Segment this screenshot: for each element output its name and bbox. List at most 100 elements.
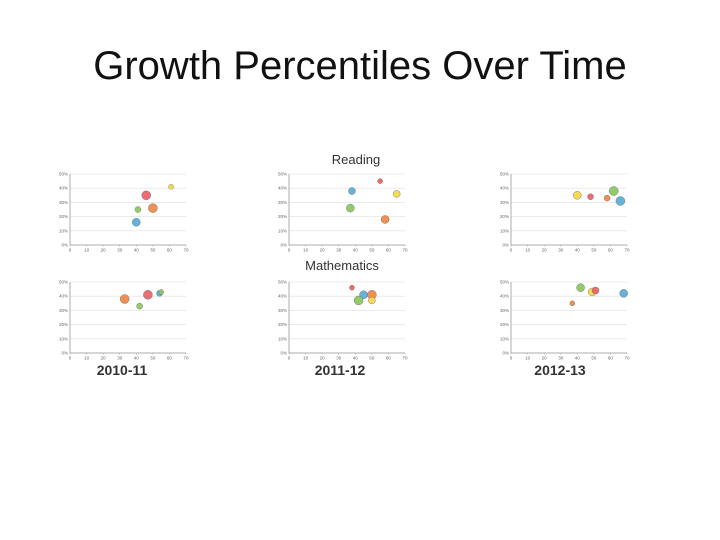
- data-point-blue: [348, 187, 356, 195]
- y-tick-label: 30%: [278, 308, 287, 313]
- y-tick-label: 20%: [500, 214, 509, 219]
- y-tick-label: 20%: [278, 214, 287, 219]
- data-point-red: [141, 190, 151, 200]
- y-tick-label: 0%: [502, 243, 509, 248]
- x-tick-label: 60: [386, 356, 392, 361]
- col-label-2011-12: 2011-12: [314, 362, 366, 378]
- x-tick-label: 0: [288, 356, 291, 361]
- data-point-green: [136, 302, 143, 310]
- y-tick-label: 50%: [59, 172, 68, 177]
- data-point-blue: [132, 218, 141, 227]
- y-tick-label: 40%: [500, 294, 509, 299]
- x-tick-label: 50: [369, 356, 375, 361]
- data-point-yellow: [573, 191, 582, 200]
- y-tick-label: 40%: [59, 294, 68, 299]
- chart-reading-2012-13: 0% 10% 20% 30% 40% 50% 0 10 20 30 40 50 60 70: [500, 172, 630, 253]
- x-tick-label: 30: [336, 248, 342, 253]
- x-tick-label: 70: [624, 356, 630, 361]
- x-tick-label: 60: [608, 356, 614, 361]
- x-tick-label: 60: [608, 248, 614, 253]
- x-tick-label: 0: [510, 248, 513, 253]
- y-tick-label: 30%: [500, 200, 509, 205]
- x-tick-label: 40: [575, 356, 581, 361]
- y-tick-label: 10%: [500, 336, 509, 341]
- data-point-yellow: [168, 184, 174, 190]
- y-tick-label: 0%: [280, 351, 287, 356]
- x-tick-label: 70: [402, 356, 408, 361]
- y-tick-label: 30%: [59, 200, 68, 205]
- y-tick-label: 0%: [61, 351, 68, 356]
- x-tick-label: 20: [320, 356, 326, 361]
- data-point-orange: [569, 300, 576, 306]
- chart-reading-2010-11: 0% 10% 20% 30% 40% 50% 0 10 20 30 40 50 60 70: [59, 172, 189, 253]
- x-tick-label: 20: [101, 248, 107, 253]
- x-tick-label: 60: [386, 248, 392, 253]
- col-label-2012-13: 2012-13: [534, 362, 586, 378]
- x-tick-label: 20: [101, 356, 107, 361]
- y-tick-label: 10%: [278, 228, 287, 233]
- data-point-red: [377, 178, 383, 184]
- x-tick-label: 0: [69, 356, 72, 361]
- x-tick-label: 10: [303, 248, 309, 253]
- x-tick-label: 70: [402, 248, 408, 253]
- data-point-red: [349, 284, 355, 291]
- y-tick-label: 20%: [59, 322, 68, 327]
- x-tick-label: 30: [558, 356, 564, 361]
- data-point-green: [576, 283, 585, 292]
- x-tick-label: 50: [150, 248, 156, 253]
- y-tick-label: 20%: [59, 214, 68, 219]
- x-tick-label: 30: [117, 356, 123, 361]
- y-tick-label: 10%: [59, 336, 68, 341]
- x-tick-label: 10: [303, 356, 309, 361]
- col-label-2010-11: 2010-11: [96, 362, 148, 378]
- data-point-green: [134, 206, 142, 213]
- y-tick-label: 30%: [500, 308, 509, 313]
- x-tick-label: 40: [353, 248, 359, 253]
- data-point-red: [591, 286, 600, 295]
- x-tick-label: 10: [525, 248, 531, 253]
- x-tick-label: 0: [69, 248, 72, 253]
- y-tick-label: 10%: [278, 336, 287, 341]
- x-tick-label: 30: [117, 248, 123, 253]
- x-tick-label: 10: [84, 248, 90, 253]
- y-tick-label: 0%: [280, 243, 287, 248]
- data-point-yellow: [393, 190, 401, 198]
- y-tick-label: 0%: [61, 243, 68, 248]
- x-tick-label: 20: [320, 248, 326, 253]
- data-point-red: [587, 193, 594, 200]
- x-tick-label: 40: [575, 248, 581, 253]
- x-tick-label: 50: [369, 248, 375, 253]
- data-point-orange: [148, 203, 158, 213]
- x-tick-label: 40: [353, 356, 359, 361]
- y-tick-label: 30%: [59, 308, 68, 313]
- data-point-green: [346, 203, 355, 213]
- chart-mathematics-2010-11: 0% 10% 20% 30% 40% 50% 0 10 20 30 40 50 60 70: [59, 280, 189, 361]
- y-tick-label: 20%: [500, 322, 509, 327]
- chart-reading-2011-12: 0% 10% 20% 30% 40% 50% 0 10 20 30 40 50 60 70: [278, 172, 408, 253]
- data-point-orange: [603, 194, 611, 202]
- data-point-green: [609, 186, 619, 196]
- y-tick-label: 40%: [278, 294, 287, 299]
- y-tick-label: 10%: [500, 228, 509, 233]
- y-tick-label: 20%: [278, 322, 287, 327]
- data-point-orange: [380, 215, 390, 224]
- x-tick-label: 60: [167, 248, 173, 253]
- x-tick-label: 10: [525, 356, 531, 361]
- data-point-orange: [119, 294, 130, 304]
- x-tick-label: 70: [624, 248, 630, 253]
- y-tick-label: 40%: [500, 186, 509, 191]
- data-point-yellow: [368, 296, 376, 305]
- slide-title: Growth Percentiles Over Time: [93, 44, 627, 88]
- x-tick-label: 40: [134, 356, 140, 361]
- y-tick-label: 50%: [500, 172, 509, 177]
- y-tick-label: 50%: [500, 280, 509, 285]
- y-tick-label: 40%: [59, 186, 68, 191]
- data-point-blue: [619, 289, 628, 298]
- chart-mathematics-2011-12: 0% 10% 20% 30% 40% 50% 0 10 20 30 40 50 60 70: [278, 280, 408, 361]
- x-tick-label: 20: [542, 356, 548, 361]
- data-point-green: [158, 289, 164, 295]
- y-tick-label: 50%: [278, 172, 287, 177]
- x-tick-label: 0: [510, 356, 513, 361]
- row-label-reading: Reading: [331, 152, 381, 167]
- data-point-green: [353, 295, 364, 306]
